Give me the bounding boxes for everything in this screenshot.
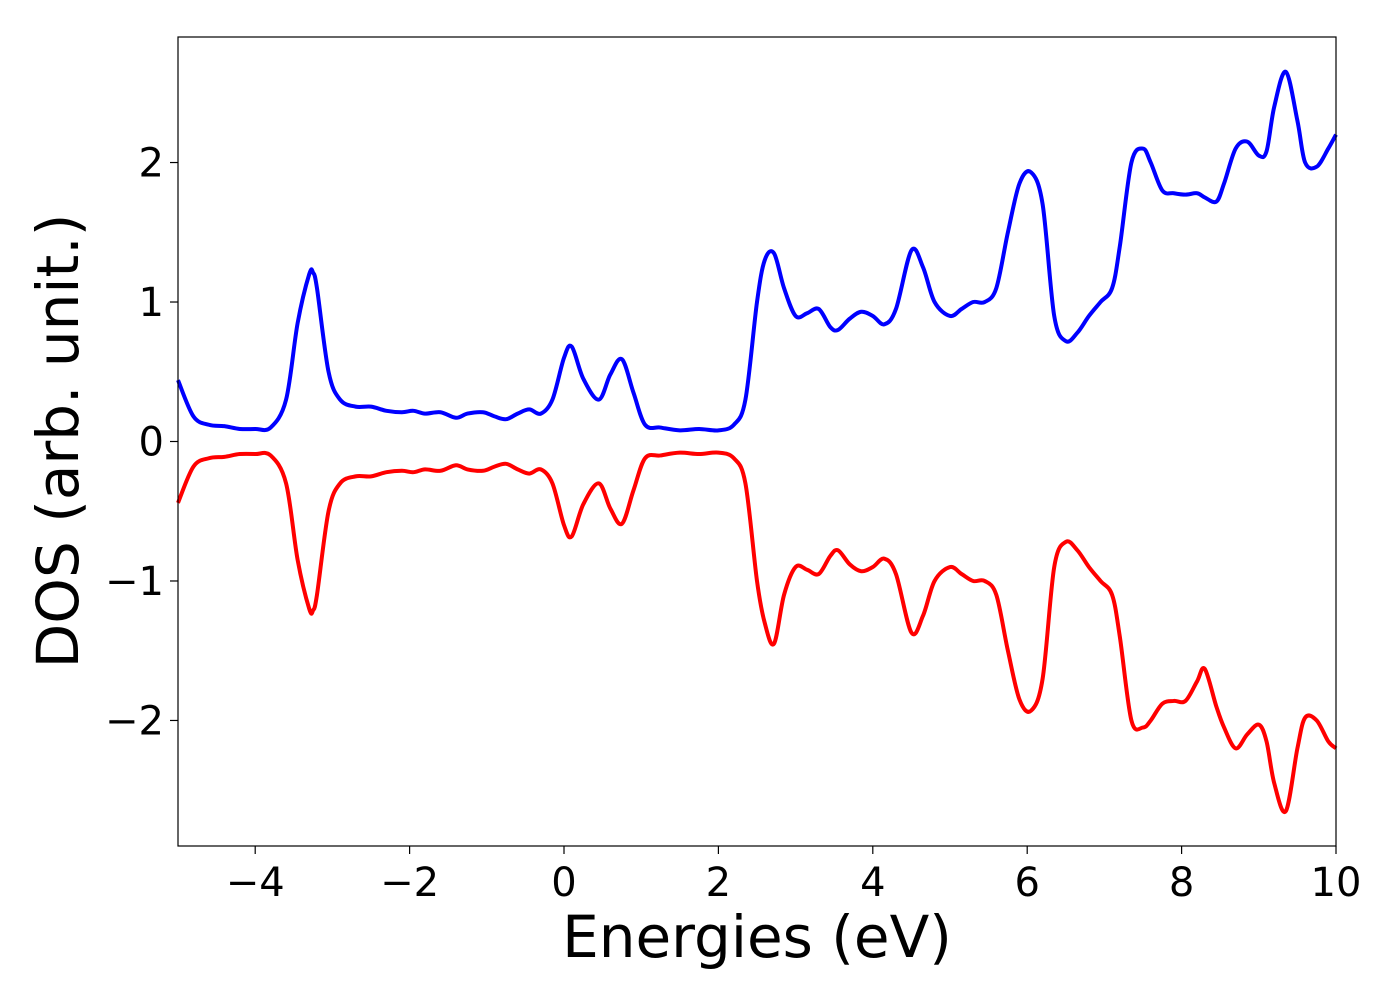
y-tick-label: −1	[105, 559, 164, 605]
series-line-1	[176, 450, 1338, 815]
plot-background	[178, 37, 1336, 846]
y-axis: −2 −1 0 1 2	[105, 141, 178, 744]
y-tick-label: 2	[139, 141, 164, 187]
x-tick-label: 10	[1311, 860, 1362, 906]
y-tick-label: −2	[105, 698, 164, 744]
series-layer	[176, 69, 1338, 815]
x-tick-label: −4	[226, 860, 285, 906]
y-axis-label: DOS (arb. unit.)	[24, 214, 92, 669]
y-tick-label: 0	[139, 420, 164, 466]
x-tick-label: 0	[551, 860, 576, 906]
x-tick-label: −2	[380, 860, 439, 906]
x-tick-label: 6	[1014, 860, 1039, 906]
x-axis-label: Energies (eV)	[562, 903, 952, 971]
x-tick-label: 8	[1169, 860, 1194, 906]
y-tick-label: 1	[139, 280, 164, 326]
series-line-0	[176, 69, 1338, 433]
x-axis: −4 −2 0 2 4 6 8 10	[226, 846, 1362, 906]
x-tick-label: 2	[706, 860, 731, 906]
x-tick-label: 4	[860, 860, 885, 906]
